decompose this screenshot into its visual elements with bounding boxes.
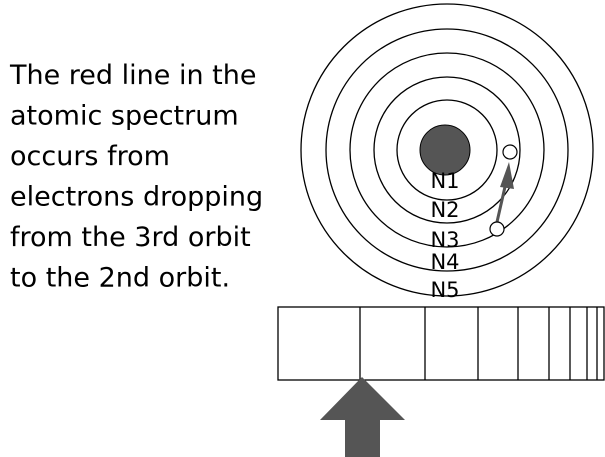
level-label: N5 [430,278,459,302]
orbit [300,3,594,297]
pointer-arrow [320,377,405,457]
caption-line: occurs from [10,141,170,172]
nucleus [419,124,471,176]
level-label: N1 [430,169,459,193]
transition-arrowhead [500,162,514,189]
level-label: N4 [430,250,459,274]
caption-line: from the 3rd orbit [10,222,251,253]
caption: The red line in the atomic spectrum occurs… [9,60,263,294]
level-label: N3 [430,228,459,252]
orbit [349,52,545,248]
electron [502,144,518,160]
orbit [396,99,498,201]
caption-line: The red line in the [9,60,256,91]
caption-line: to the 2nd orbit. [10,263,230,294]
orbit [373,76,521,224]
level-label: N2 [430,198,459,222]
spectrum [277,306,605,381]
orbit [325,28,569,272]
caption-line: atomic spectrum [10,101,239,132]
caption-line: electrons dropping [10,182,263,213]
electron [489,221,505,237]
